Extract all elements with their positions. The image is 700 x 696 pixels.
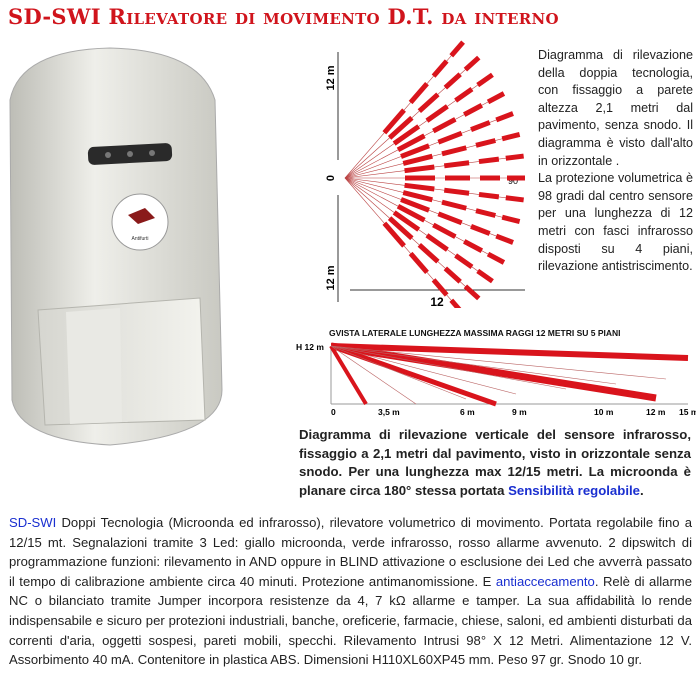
beam-segment bbox=[431, 278, 449, 297]
page-title: SD-SWI Rilevatore di movimento D.T. da i… bbox=[8, 4, 559, 29]
beam-segment bbox=[417, 92, 440, 113]
beam-segment bbox=[463, 284, 481, 301]
beam-segment bbox=[463, 55, 481, 72]
beam-segment bbox=[443, 187, 470, 196]
tick-label: 3,5 m bbox=[378, 407, 400, 417]
beam-segment bbox=[396, 203, 426, 223]
beam-segment bbox=[443, 266, 462, 284]
brand-logo: Antifurti bbox=[111, 193, 169, 251]
antiaccecamento-link: antiaccecamento bbox=[495, 573, 595, 589]
label-bottom: 12 m bbox=[325, 265, 337, 290]
side-ray bbox=[330, 345, 517, 395]
beam-segment bbox=[425, 233, 449, 252]
beam-segment bbox=[382, 108, 406, 135]
beam-segment bbox=[400, 197, 430, 213]
beam-segment bbox=[441, 145, 467, 157]
height-label: H 12 m bbox=[296, 342, 324, 352]
beam-segment bbox=[486, 91, 506, 105]
beam-segment bbox=[441, 199, 467, 211]
beam-segment bbox=[402, 190, 433, 203]
top-description: Diagramma di rilevazione della doppia te… bbox=[538, 47, 693, 276]
tick-label: 15 m bbox=[679, 407, 696, 417]
tick-label: 12 m bbox=[646, 407, 666, 417]
beam-segment bbox=[408, 251, 429, 274]
beam-segment bbox=[505, 195, 524, 203]
beam-segment bbox=[476, 268, 494, 284]
description-part: . Relè di allarme NC o bilanciato tramit… bbox=[9, 573, 692, 668]
side-ray bbox=[330, 345, 417, 405]
paragraph: Diagramma di rilevazione della doppia te… bbox=[538, 48, 693, 168]
diagram-caption: Diagramma di rilevazione verticale del s… bbox=[299, 426, 691, 500]
beam-segment bbox=[449, 40, 465, 58]
side-ray bbox=[330, 345, 617, 385]
beam-segment bbox=[501, 132, 521, 142]
beam-segment bbox=[454, 87, 474, 103]
beam-segment bbox=[470, 120, 491, 132]
beam-segment bbox=[475, 138, 497, 148]
beam-segment bbox=[443, 160, 470, 169]
beam-segment bbox=[382, 221, 406, 248]
paragraph: La protezione volumetrica è 98 gradi dal… bbox=[538, 171, 693, 274]
caption-end: . bbox=[639, 482, 644, 498]
beam-segment bbox=[387, 216, 414, 241]
side-beam bbox=[330, 343, 497, 407]
tick-label: 9 m bbox=[512, 407, 527, 417]
beam-segment bbox=[396, 133, 426, 153]
label-top: 12 m bbox=[325, 65, 337, 90]
beam-segment bbox=[404, 182, 435, 192]
side-beam bbox=[330, 342, 657, 402]
beam-segment bbox=[432, 117, 457, 134]
beam-segment bbox=[437, 130, 463, 145]
beam-segment bbox=[392, 124, 421, 146]
brand-name: SD-SWI bbox=[9, 515, 57, 530]
beam-segment bbox=[402, 153, 433, 166]
beam-segment bbox=[470, 224, 491, 236]
side-ray bbox=[330, 345, 667, 380]
beam-segment bbox=[454, 253, 474, 269]
beam-segment bbox=[501, 214, 521, 224]
beam-segment bbox=[463, 239, 484, 253]
product-description: SD-SWI Doppi Tecnologia (Microonda ed in… bbox=[9, 513, 692, 670]
beam-segment bbox=[425, 104, 449, 123]
horizontal-detection-diagram: 12 m 12 m 0 12 90° bbox=[325, 40, 525, 308]
description-part: Doppi Tecnologia (Microonda ed infraross… bbox=[9, 515, 692, 589]
label-origin: 0 bbox=[325, 175, 337, 181]
beam-segment bbox=[432, 222, 457, 239]
side-diagram-title: GVISTA LATERALE LUNGHEZZA MASSIMA RAGGI … bbox=[329, 328, 621, 338]
side-ray bbox=[330, 345, 567, 390]
label-range: 12 bbox=[430, 295, 444, 308]
svg-text:Antifurti: Antifurti bbox=[132, 236, 149, 242]
beam-segment bbox=[443, 72, 462, 90]
beam-segment bbox=[505, 153, 524, 161]
beam-segment bbox=[478, 191, 500, 200]
sensitivity-link: Sensibilità regolabile bbox=[508, 482, 640, 498]
beam-segment bbox=[387, 115, 414, 140]
caption-text: Diagramma di rilevazione verticale del s… bbox=[299, 427, 691, 498]
side-beam bbox=[330, 343, 689, 361]
vertical-detection-diagram: H 12 m 0 3,5 m 6 m 9 m 10 m 12 m 15 m bbox=[296, 342, 696, 417]
beam-segment bbox=[449, 298, 462, 308]
beam-segment bbox=[495, 233, 514, 245]
beam-segment bbox=[475, 208, 497, 218]
beam-segment bbox=[417, 243, 440, 264]
beam-segment bbox=[463, 103, 484, 117]
beam-segment bbox=[408, 82, 429, 105]
tick-label: 6 m bbox=[460, 407, 475, 417]
beam-segment bbox=[495, 111, 514, 123]
beam-segment bbox=[478, 156, 500, 165]
beam-segment bbox=[400, 143, 430, 159]
beam-segment bbox=[431, 59, 449, 78]
side-beam bbox=[329, 344, 368, 406]
beam-segment bbox=[392, 210, 421, 232]
label-angle: 90° bbox=[508, 176, 522, 186]
tick-label: 10 m bbox=[594, 407, 614, 417]
tick-label: 0 bbox=[331, 407, 336, 417]
beam-segment bbox=[437, 211, 463, 226]
beam-segment bbox=[476, 72, 494, 88]
sensor-image: Antifurti bbox=[9, 47, 223, 446]
side-ray bbox=[330, 345, 467, 400]
beam-segment bbox=[404, 164, 435, 174]
beam-segment bbox=[486, 251, 506, 265]
